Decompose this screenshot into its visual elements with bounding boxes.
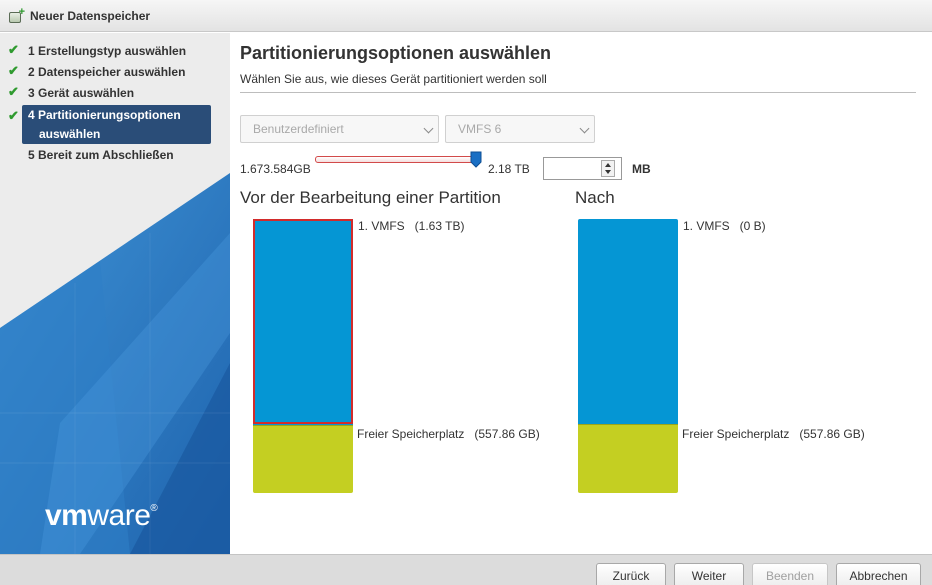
arrow-down-icon[interactable] [605,170,611,174]
partition-config-value: Benutzerdefiniert [253,122,344,136]
step-label: 1 Erstellungstyp auswählen [28,44,187,58]
after-partition-bar [578,219,678,493]
wizard-sidebar: ✔ 1 Erstellungstyp auswählen ✔ 2 Datenspei… [0,33,230,554]
slider-max-label: 2.18 TB [488,162,530,176]
sidebar-background [0,173,230,554]
checkmark-icon: ✔ [8,63,19,78]
step-4-active[interactable]: ✔ 4 Partitionierungsoptionen auswählen [8,105,211,144]
new-datastore-icon: + [9,6,25,23]
vmfs-version-select[interactable]: VMFS 6 [445,115,595,143]
before-free-label: Freier Speicherplatz (557.86 GB) [357,427,540,441]
chevron-down-icon [579,123,590,134]
window-title: Neuer Datenspeicher [30,8,151,23]
next-button[interactable]: Weiter [674,563,744,585]
step-label-line2: auswählen [39,127,101,141]
after-free-segment[interactable] [578,424,678,493]
finish-button[interactable]: Beenden [752,563,828,585]
step-label: 3 Gerät auswählen [28,86,135,100]
step-5: 5 Bereit zum Abschließen [0,146,230,167]
checkmark-icon: ✔ [8,84,19,99]
step-label: 5 Bereit zum Abschließen [28,148,174,162]
before-partition-bar [253,219,353,493]
selected-partition-outline [253,219,353,424]
wizard-footer: Zurück Weiter Beenden Abbrechen [0,554,932,585]
vmware-logo: vmware® [45,499,158,532]
before-vmfs-label: 1. VMFS (1.63 TB) [358,219,465,233]
after-vmfs-label: 1. VMFS (0 B) [683,219,766,233]
before-vmfs-segment[interactable] [253,219,353,425]
wizard-steps: ✔ 1 Erstellungstyp auswählen ✔ 2 Datenspei… [0,33,230,167]
partition-config-select[interactable]: Benutzerdefiniert [240,115,439,143]
cancel-button[interactable]: Abbrechen [836,563,921,585]
after-vmfs-segment[interactable] [578,219,678,424]
slider-min-label: 1.673.584GB [240,162,311,176]
step-1[interactable]: ✔ 1 Erstellungstyp auswählen [0,42,230,63]
vmfs-version-value: VMFS 6 [458,122,502,136]
checkmark-icon: ✔ [8,42,19,57]
checkmark-icon: ✔ [8,108,19,123]
size-unit-label: MB [632,162,651,176]
step-2[interactable]: ✔ 2 Datenspeicher auswählen [0,63,230,84]
step-label: 2 Datenspeicher auswählen [28,65,186,79]
page-title: Partitionierungsoptionen auswählen [240,43,552,63]
before-title: Vor der Bearbeitung einer Partition [240,188,501,207]
before-free-segment[interactable] [253,425,353,493]
step-3[interactable]: ✔ 3 Gerät auswählen [0,84,230,105]
after-title: Nach [575,188,615,207]
chevron-down-icon [423,123,434,134]
main-content: Partitionierungsoptionen auswählen Wähle… [230,33,932,554]
size-slider-track[interactable] [315,156,477,163]
after-free-label: Freier Speicherplatz (557.86 GB) [682,427,865,441]
divider [240,92,916,93]
step-label: 4 Partitionierungsoptionen [28,108,181,122]
back-button[interactable]: Zurück [596,563,666,585]
size-slider-thumb[interactable] [470,151,482,168]
page-subtitle: Wählen Sie aus, wie dieses Gerät partiti… [240,72,547,86]
size-stepper[interactable] [601,160,615,177]
arrow-up-icon[interactable] [605,163,611,167]
window-titlebar: + Neuer Datenspeicher [0,0,932,32]
